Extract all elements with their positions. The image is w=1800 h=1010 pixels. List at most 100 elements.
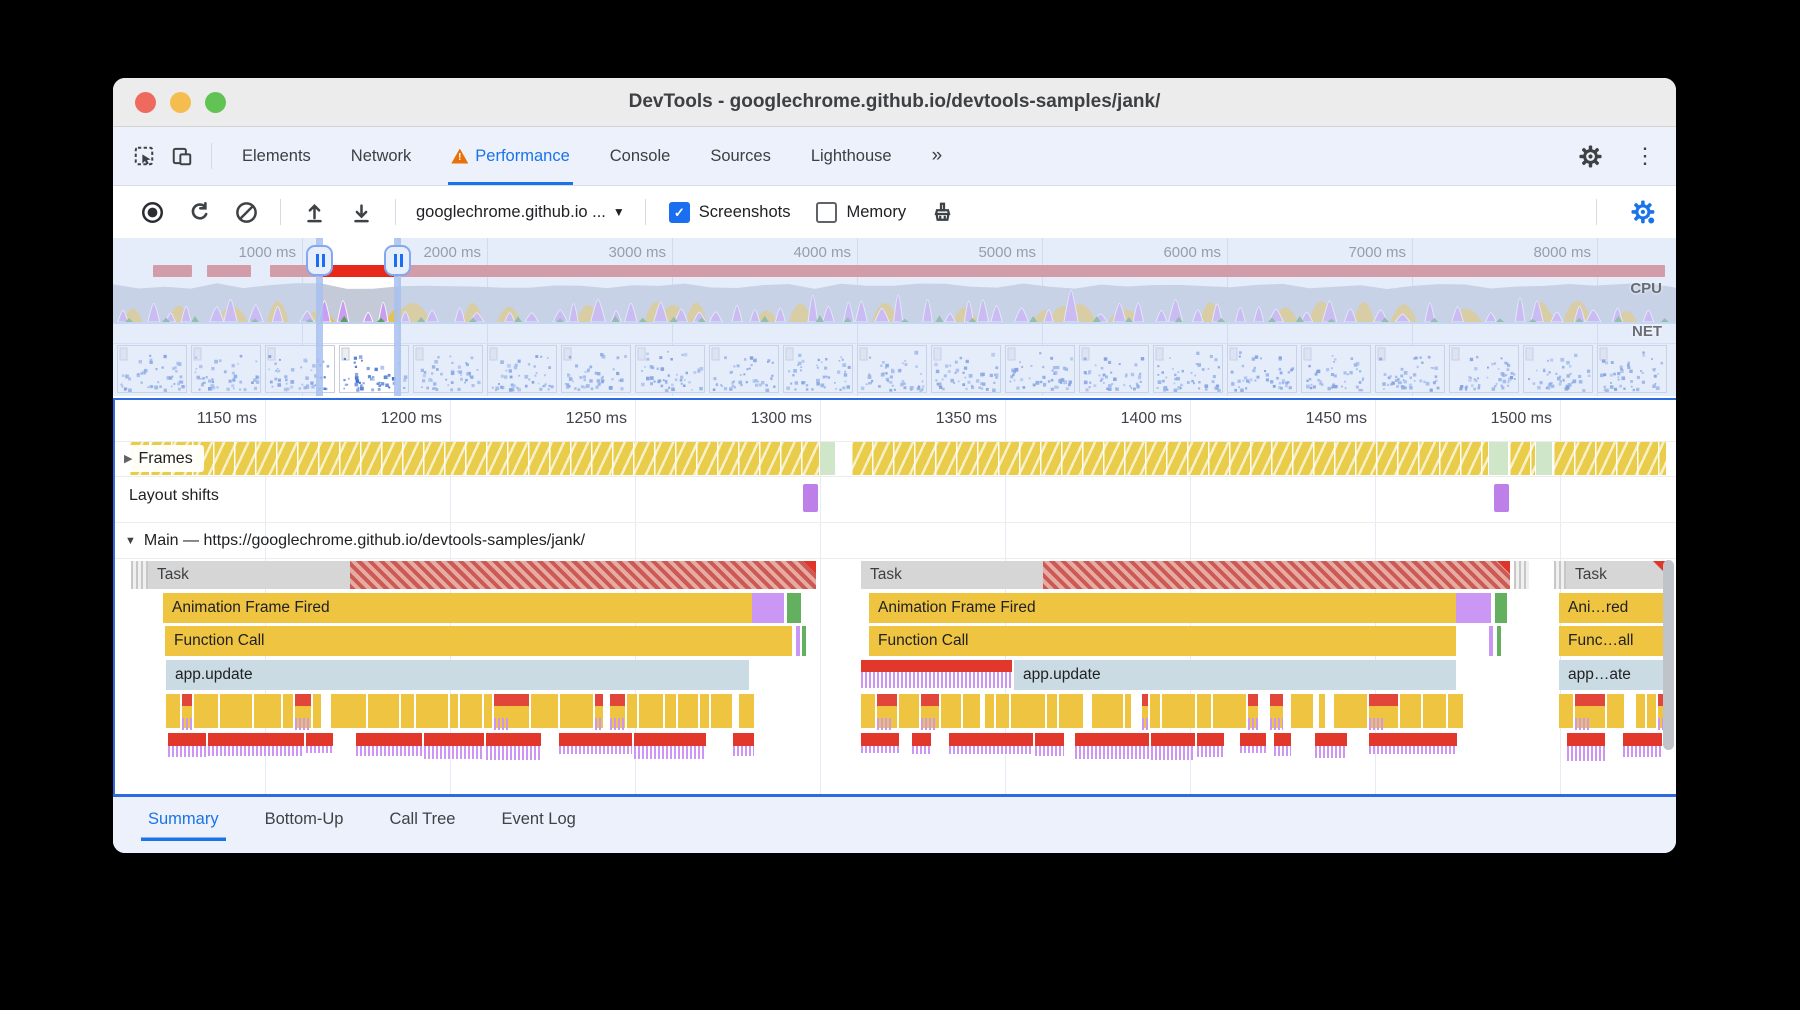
settings-gear-icon[interactable] (1579, 144, 1602, 168)
frame-cell[interactable] (1509, 442, 1535, 475)
more-tabs-button[interactable]: » (929, 127, 946, 185)
script-activity-bar[interactable] (861, 694, 875, 728)
script-activity-bar[interactable] (1247, 694, 1259, 728)
script-activity-bar[interactable] (1447, 694, 1463, 728)
tab-elements[interactable]: Elements (239, 127, 314, 185)
script-activity-bar[interactable] (450, 694, 458, 728)
tab-performance[interactable]: ! Performance (448, 127, 572, 185)
recalculate-style-bar[interactable] (796, 626, 800, 656)
script-activity-bar[interactable] (1559, 694, 1573, 728)
script-activity-bar[interactable] (460, 694, 482, 728)
frames-track-label[interactable]: ▶ Frames (117, 445, 204, 472)
animation-frame-fired-bar[interactable]: Animation Frame Fired (163, 593, 752, 623)
tab-bottom-up[interactable]: Bottom-Up (264, 809, 344, 828)
script-activity-bar[interactable] (531, 694, 558, 728)
script-activity-bar[interactable] (367, 694, 400, 728)
script-activity-bar[interactable] (710, 694, 732, 728)
script-activity-bar[interactable] (1657, 694, 1666, 728)
inspect-element-icon[interactable] (133, 127, 155, 185)
selection-handle-grip[interactable] (384, 245, 411, 276)
script-activity-bar[interactable] (1046, 694, 1057, 728)
task-bar[interactable]: Task (148, 561, 350, 589)
script-activity-bar[interactable] (1290, 694, 1313, 728)
tab-network[interactable]: Network (348, 127, 415, 185)
script-activity-bar[interactable] (1318, 694, 1325, 728)
script-activity-bar[interactable] (1092, 694, 1124, 728)
record-icon[interactable] (140, 200, 165, 225)
recalculate-style-bar[interactable] (1456, 593, 1491, 623)
screenshots-checkbox[interactable]: ✓ Screenshots (668, 201, 790, 223)
script-activity-bar[interactable] (940, 694, 962, 728)
script-activity-bar[interactable] (415, 694, 449, 728)
long-task-candy-bar[interactable] (350, 561, 816, 589)
close-button[interactable] (135, 92, 156, 113)
vertical-scrollbar[interactable] (1663, 560, 1674, 750)
paint-bar[interactable] (787, 593, 801, 623)
capture-settings-icon[interactable] (1631, 199, 1656, 225)
script-activity-bar[interactable] (253, 694, 281, 728)
script-activity-bar[interactable] (1422, 694, 1446, 728)
frame-cell[interactable] (836, 442, 850, 475)
script-activity-bar[interactable] (1150, 694, 1160, 728)
memory-checkbox[interactable]: Memory (816, 201, 906, 223)
script-activity-bar[interactable] (166, 694, 180, 728)
script-activity-bar[interactable] (1399, 694, 1421, 728)
script-activity-bar[interactable] (181, 694, 192, 728)
app-update-bar[interactable]: app.update (166, 660, 749, 690)
zoom-button[interactable] (205, 92, 226, 113)
script-activity-bar[interactable] (627, 694, 637, 728)
selection-handle-line[interactable] (394, 238, 401, 396)
script-activity-bar[interactable] (700, 694, 709, 728)
paint-bar[interactable] (1495, 593, 1507, 623)
frame-cell[interactable] (820, 442, 835, 475)
script-activity-bar[interactable] (1141, 694, 1149, 728)
main-thread-header[interactable]: ▼ Main — https://googlechrome.github.io/d… (125, 526, 585, 556)
frame-cell[interactable] (851, 442, 1488, 475)
layout-shift-marker[interactable] (803, 484, 818, 512)
task-bar[interactable]: Task (1566, 561, 1666, 589)
script-activity-bar[interactable] (985, 694, 994, 728)
script-activity-bar[interactable] (899, 694, 920, 728)
script-activity-bar[interactable] (677, 694, 699, 728)
script-activity-bar[interactable] (1161, 694, 1195, 728)
tab-call-tree[interactable]: Call Tree (389, 809, 456, 828)
script-activity-bar[interactable] (595, 694, 604, 728)
script-activity-bar[interactable] (1635, 694, 1646, 728)
frame-cell[interactable] (1553, 442, 1666, 475)
script-activity-bar[interactable] (219, 694, 252, 728)
script-activity-bar[interactable] (194, 694, 218, 728)
script-activity-bar[interactable] (559, 694, 594, 728)
script-activity-bar[interactable] (1196, 694, 1212, 728)
script-activity-bar[interactable] (638, 694, 664, 728)
script-activity-bar[interactable] (1011, 694, 1045, 728)
tab-lighthouse[interactable]: Lighthouse (808, 127, 895, 185)
tab-console[interactable]: Console (607, 127, 674, 185)
task-bar[interactable]: Task (861, 561, 1043, 589)
selection-handle-line[interactable] (316, 238, 323, 396)
tab-summary[interactable]: Summary (141, 797, 226, 841)
app-update-bar[interactable]: app.update (1014, 660, 1456, 690)
animation-frame-fired-bar[interactable]: Animation Frame Fired (869, 593, 1456, 623)
tab-event-log[interactable]: Event Log (501, 809, 576, 828)
selection-handle-grip[interactable] (306, 245, 333, 276)
script-activity-bar[interactable] (963, 694, 980, 728)
tab-sources[interactable]: Sources (707, 127, 774, 185)
app-update-bar[interactable]: app…ate (1559, 660, 1666, 690)
layout-shift-marker[interactable] (1494, 484, 1509, 512)
function-call-bar[interactable]: Func…all (1559, 626, 1666, 656)
collect-garbage-icon[interactable] (930, 200, 955, 225)
reload-record-icon[interactable] (187, 200, 212, 225)
function-call-bar[interactable]: Function Call (869, 626, 1456, 656)
long-task-candy-bar[interactable] (1043, 561, 1510, 589)
recalculate-style-bar[interactable] (752, 593, 784, 623)
script-activity-bar[interactable] (1125, 694, 1132, 728)
device-toolbar-icon[interactable] (171, 127, 193, 185)
script-activity-bar[interactable] (1607, 694, 1624, 728)
upload-profile-icon[interactable] (302, 200, 327, 225)
frame-cell[interactable] (1536, 442, 1552, 475)
function-call-bar[interactable]: Function Call (165, 626, 792, 656)
clear-icon[interactable] (234, 200, 259, 225)
script-activity-bar[interactable] (1334, 694, 1368, 728)
paint-bar[interactable] (1497, 626, 1501, 656)
script-activity-bar[interactable] (282, 694, 294, 728)
